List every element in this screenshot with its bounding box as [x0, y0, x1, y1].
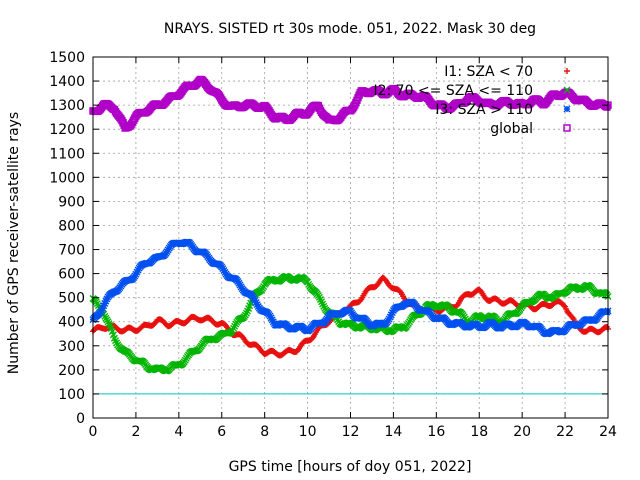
y-tick-label: 100 — [58, 387, 85, 403]
legend-marker — [563, 86, 571, 94]
x-tick-label: 2 — [131, 424, 140, 440]
y-tick-label: 800 — [58, 218, 85, 234]
x-tick-label: 24 — [599, 424, 617, 440]
data-point — [354, 93, 362, 102]
series-4 — [89, 75, 612, 132]
data-point — [351, 101, 359, 109]
series-2 — [89, 272, 612, 375]
data-point — [98, 306, 106, 314]
data-point — [101, 299, 109, 307]
x-tick-label: 22 — [556, 424, 574, 440]
data-point — [347, 106, 356, 114]
y-tick-label: 1000 — [49, 170, 85, 186]
y-axis-label: Number of GPS receiver-satellite rays — [6, 112, 22, 374]
data-point — [604, 101, 612, 109]
x-tick-label: 14 — [385, 424, 403, 440]
legend: I1: SZA < 70 I2: 70 <= SZA <= 110 I3: SZA … — [373, 64, 571, 137]
legend-label: I3: SZA > 110 — [435, 102, 533, 118]
legend-label: I1: SZA < 70 — [444, 64, 533, 80]
x-tick-label: 12 — [342, 424, 360, 440]
y-tick-label: 1400 — [49, 74, 85, 90]
x-tick-label: 16 — [427, 424, 445, 440]
data-point — [386, 313, 394, 321]
data-point — [99, 304, 107, 312]
chart-title: NRAYS. SISTED rt 30s mode. 051, 2022. Ma… — [164, 21, 536, 37]
y-tick-label: 1200 — [49, 122, 85, 138]
data-point — [350, 103, 358, 111]
y-tick-label: 200 — [58, 363, 85, 379]
x-tick-label: 6 — [217, 424, 226, 440]
legend-label: global — [490, 121, 533, 137]
y-tick-label: 600 — [58, 267, 85, 283]
y-tick-label: 500 — [58, 291, 85, 307]
series-3 — [89, 238, 612, 338]
x-tick-label: 20 — [513, 424, 531, 440]
data-point — [252, 299, 260, 307]
y-tick-label: 1100 — [49, 146, 85, 162]
data-point — [387, 311, 395, 319]
data-point — [126, 121, 135, 130]
data-point — [263, 103, 271, 112]
x-tick-label: 4 — [174, 424, 183, 440]
data-point — [100, 302, 108, 310]
x-tick-label: 10 — [299, 424, 317, 440]
data-point — [353, 96, 361, 104]
series-layer — [89, 75, 612, 375]
legend-label: I2: 70 <= SZA <= 110 — [373, 83, 533, 99]
y-tick-label: 400 — [58, 315, 85, 331]
y-tick-label: 900 — [58, 194, 85, 210]
y-tick-label: 0 — [76, 411, 85, 427]
x-tick-label: 18 — [470, 424, 488, 440]
y-tick-label: 300 — [58, 339, 85, 355]
data-point — [132, 270, 140, 278]
axis-ticks: 0 2 4 6 8 10 12 14 16 18 20 22 240100200300400500600… — [49, 50, 617, 440]
data-point — [453, 302, 460, 309]
data-point — [102, 297, 110, 305]
y-tick-label: 1500 — [49, 50, 85, 66]
x-tick-label: 0 — [89, 424, 98, 440]
data-point — [251, 296, 259, 304]
data-point — [260, 101, 269, 110]
y-tick-label: 1300 — [49, 98, 85, 114]
x-axis-label: GPS time [hours of doy 051, 2022] — [229, 459, 472, 475]
legend-marker — [564, 68, 570, 74]
legend-marker — [563, 124, 571, 132]
y-tick-label: 700 — [58, 243, 85, 259]
legend-marker — [563, 105, 571, 113]
data-point — [561, 302, 568, 309]
data-point — [388, 309, 396, 317]
data-point — [352, 99, 360, 107]
x-tick-label: 8 — [260, 424, 269, 440]
